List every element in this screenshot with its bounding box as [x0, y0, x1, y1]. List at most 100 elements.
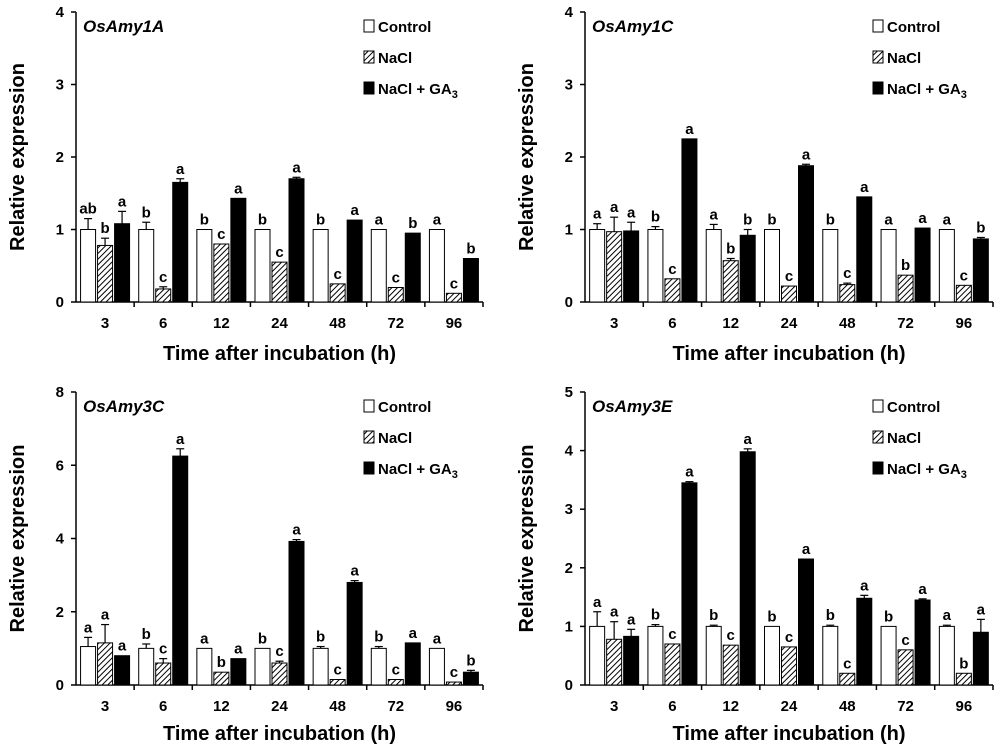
significance-label: a [176, 431, 185, 448]
x-axis-title: Time after incubation (h) [163, 343, 396, 365]
bar-control [880, 625, 897, 686]
x-tick-label: 12 [213, 315, 230, 332]
significance-label: c [333, 266, 341, 283]
bar-nacl [897, 649, 914, 686]
significance-label: a [918, 210, 927, 227]
bar-ga3 [856, 196, 873, 303]
bar-nacl [606, 638, 623, 686]
bar-nacl [445, 292, 462, 303]
x-tick-label: 6 [159, 698, 167, 715]
significance-label: c [785, 268, 793, 285]
significance-label: c [727, 627, 735, 644]
significance-label: b [826, 212, 835, 229]
y-axis-title: Relative expression [7, 445, 29, 633]
bar-nacl [897, 274, 914, 303]
significance-label: b [959, 655, 968, 672]
x-tick-label: 6 [159, 315, 167, 332]
significance-label: ab [79, 201, 97, 218]
significance-label: a [943, 212, 952, 229]
legend-swatch-nacl [363, 50, 375, 64]
bar-nacl [387, 679, 404, 686]
y-tick-label: 4 [565, 4, 574, 21]
significance-label: a [610, 604, 619, 621]
significance-label: a [860, 179, 869, 196]
bar-ga3 [798, 558, 814, 686]
legend-label-ga3: NaCl + GA3 [887, 81, 967, 101]
significance-label: a [744, 431, 753, 448]
x-axis-title: Time after incubation (h) [673, 723, 906, 745]
significance-label: a [610, 199, 619, 216]
y-tick-label: 0 [565, 677, 573, 694]
bar-nacl [781, 285, 797, 303]
bar-control [764, 229, 780, 303]
y-tick-label: 6 [56, 457, 64, 474]
bar-ga3 [914, 599, 931, 686]
significance-label: a [710, 206, 719, 223]
bar-nacl [664, 278, 681, 303]
y-tick-label: 5 [565, 384, 573, 401]
significance-label: c [843, 655, 851, 672]
bar-nacl [97, 244, 114, 303]
bar-ga3 [681, 138, 698, 303]
bar-control [254, 647, 271, 686]
bar-control [254, 229, 271, 303]
x-tick-label: 72 [387, 315, 404, 332]
bar-ga3 [739, 451, 756, 686]
bar-ga3 [288, 540, 305, 686]
y-tick-label: 3 [565, 501, 573, 518]
y-tick-label: 1 [565, 618, 573, 635]
significance-label: b [466, 241, 475, 258]
y-tick-label: 4 [565, 443, 574, 460]
bar-nacl [213, 243, 230, 303]
significance-label: a [977, 601, 986, 618]
significance-label: a [860, 577, 869, 594]
bar-ga3 [230, 197, 247, 303]
significance-label: a [375, 212, 384, 229]
significance-label: a [409, 625, 418, 642]
x-tick-label: 24 [781, 698, 798, 715]
significance-label: b [976, 219, 985, 236]
x-tick-label: 48 [329, 698, 346, 715]
significance-label: a [350, 202, 359, 219]
legend-label-control: Control [887, 399, 940, 416]
legend-swatch-nacl [872, 430, 884, 444]
bar-ga3 [346, 219, 363, 303]
significance-label: b [258, 212, 267, 229]
bar-control [880, 229, 897, 303]
y-axis-title: Relative expression [516, 445, 538, 633]
significance-label: a [802, 146, 811, 163]
y-tick-label: 1 [56, 222, 64, 239]
x-tick-label: 24 [781, 315, 798, 332]
bar-nacl [387, 287, 404, 303]
x-tick-label: 24 [271, 698, 288, 715]
significance-label: b [884, 608, 893, 625]
y-tick-label: 2 [56, 604, 64, 621]
significance-label: b [743, 212, 752, 229]
significance-label: a [101, 607, 110, 624]
y-tick-label: 2 [565, 560, 573, 577]
bar-nacl [781, 646, 797, 686]
bar-nacl [839, 672, 856, 686]
gene-title: OsAmy3E [592, 397, 673, 416]
significance-label: b [767, 608, 776, 625]
bar-control [938, 625, 955, 686]
bar-nacl [329, 283, 346, 303]
significance-label: a [350, 563, 359, 580]
x-tick-label: 48 [839, 698, 856, 715]
bar-ga3 [172, 455, 189, 686]
gene-title: OsAmy1A [83, 17, 164, 36]
bar-control [822, 625, 839, 686]
bar-nacl [97, 642, 114, 686]
x-tick-label: 96 [956, 315, 973, 332]
significance-label: a [234, 641, 243, 658]
bar-control [370, 229, 387, 303]
x-tick-label: 96 [956, 698, 973, 715]
x-tick-label: 3 [610, 698, 618, 715]
significance-label: b [374, 629, 383, 646]
bar-nacl [664, 643, 681, 686]
legend-label-ga3: NaCl + GA3 [887, 461, 967, 481]
significance-label: c [450, 664, 458, 681]
x-tick-label: 6 [668, 315, 676, 332]
y-axis-title: Relative expression [516, 63, 538, 251]
